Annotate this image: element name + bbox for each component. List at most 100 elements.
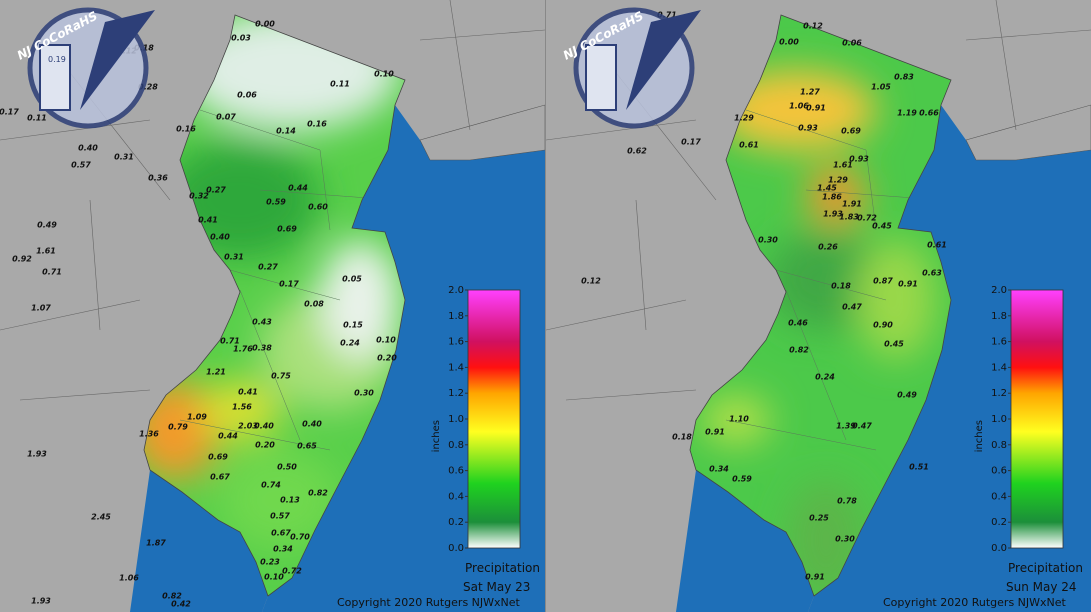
station-value: 0.43	[252, 318, 272, 327]
colorbar-tick-label: 1.8	[448, 311, 464, 322]
field-blob	[716, 70, 876, 150]
station-value: 0.82	[789, 346, 809, 355]
station-value: 0.82	[162, 592, 182, 601]
station-value: 0.41	[198, 216, 218, 225]
station-value: 0.24	[340, 339, 360, 348]
station-value: 0.17	[279, 280, 299, 289]
colorbar-tick-label: 0.6	[991, 466, 1007, 477]
logo-gauge	[585, 44, 617, 111]
map-panel: 0.000.030.120.180.280.170.110.400.570.31…	[0, 0, 545, 612]
station-value: 0.51	[909, 463, 929, 472]
colorbar-tick-label: 1.0	[991, 414, 1007, 425]
station-value: 0.06	[237, 91, 257, 100]
station-value: 0.71	[657, 11, 677, 20]
station-value: 1.06	[119, 574, 139, 583]
map-date: Sun May 24	[1006, 580, 1077, 594]
station-value: 0.49	[897, 391, 917, 400]
station-value: 0.40	[78, 144, 98, 153]
station-value: 0.16	[176, 125, 196, 134]
colorbar-tick-label: 0.4	[991, 491, 1007, 502]
colorbar	[1010, 289, 1064, 549]
station-value: 0.93	[849, 155, 869, 164]
station-value: 0.79	[168, 423, 188, 432]
station-value: 0.65	[297, 442, 317, 451]
station-value: 0.34	[273, 545, 293, 554]
station-value: 1.91	[842, 200, 862, 209]
station-value: 0.57	[270, 512, 290, 521]
county-lines	[725, 109, 942, 451]
station-value: 0.45	[884, 340, 904, 349]
logo-gauge-value: 0.19	[48, 55, 66, 64]
colorbar-tick-label: 1.2	[991, 388, 1007, 399]
station-value: 0.18	[831, 282, 851, 291]
station-value: 0.14	[276, 127, 296, 136]
legend-unit: inches	[431, 420, 442, 452]
colorbar-tick-label: 1.4	[448, 362, 464, 373]
station-value: 0.69	[841, 127, 861, 136]
station-value: 0.27	[206, 186, 226, 195]
station-value: 0.18	[672, 433, 692, 442]
station-value: 0.87	[873, 277, 893, 286]
nj-outline	[143, 14, 406, 597]
logo-drop	[80, 10, 155, 110]
colorbar	[467, 289, 521, 549]
station-value: 0.62	[627, 147, 647, 156]
county-lines	[546, 0, 1091, 401]
legend-title: Precipitation	[465, 561, 540, 575]
station-value: 0.34	[709, 465, 729, 474]
bay	[676, 470, 814, 612]
field-blob	[701, 395, 771, 445]
station-value: 0.12	[581, 277, 601, 286]
station-value: 1.61	[833, 161, 853, 170]
station-value: 1.56	[232, 403, 252, 412]
station-value: 0.92	[12, 255, 32, 264]
station-value: 1.83	[839, 213, 859, 222]
station-value: 0.72	[857, 214, 877, 223]
station-value: 0.47	[842, 303, 862, 312]
station-value: 0.08	[304, 300, 324, 309]
station-value: 1.36	[139, 430, 159, 439]
station-value: 1.19	[897, 109, 917, 118]
station-value: 0.67	[271, 529, 291, 538]
colorbar-tick-label: 0.0	[448, 543, 464, 554]
colorbar-tick-label: 2.0	[991, 285, 1007, 296]
logo-drop	[626, 10, 701, 110]
station-value: 1.05	[871, 83, 891, 92]
map-panel: 0.710.120.060.000.831.051.291.060.911.27…	[546, 0, 1091, 612]
station-value: 0.31	[224, 253, 244, 262]
station-value: 0.17	[681, 138, 701, 147]
station-value: 0.11	[330, 80, 350, 89]
station-value: 0.66	[919, 109, 939, 118]
station-value: 0.32	[189, 192, 209, 201]
station-value: 0.30	[354, 389, 374, 398]
station-value: 0.71	[42, 268, 62, 277]
station-value: 0.70	[290, 533, 310, 542]
colorbar-tick-label: 0.6	[448, 466, 464, 477]
station-value: 0.12	[803, 22, 823, 31]
station-value: 0.10	[264, 573, 284, 582]
colorbar-tick-label: 0.0	[991, 543, 1007, 554]
station-value: 0.31	[114, 153, 134, 162]
station-value: 1.29	[734, 114, 754, 123]
county-lines	[179, 109, 396, 451]
station-value: 0.30	[835, 535, 855, 544]
logo-gauge	[39, 44, 71, 111]
field-blob	[220, 450, 340, 550]
long-island	[965, 104, 1091, 161]
station-value: 1.93	[27, 450, 47, 459]
bay	[130, 470, 268, 612]
county-lines	[0, 0, 545, 401]
station-value: 0.00	[779, 38, 799, 47]
station-value: 1.76	[233, 345, 253, 354]
station-value: 1.10	[729, 415, 749, 424]
station-value: 0.20	[377, 354, 397, 363]
station-value: 0.10	[376, 336, 396, 345]
long-island	[419, 104, 545, 161]
nj-outline	[689, 14, 952, 597]
station-value: 0.10	[374, 70, 394, 79]
station-value: 0.78	[837, 497, 857, 506]
station-value: 0.91	[898, 280, 918, 289]
legend-unit: inches	[974, 420, 985, 452]
copyright: Copyright 2020 Rutgers NJWxNet	[337, 596, 521, 609]
